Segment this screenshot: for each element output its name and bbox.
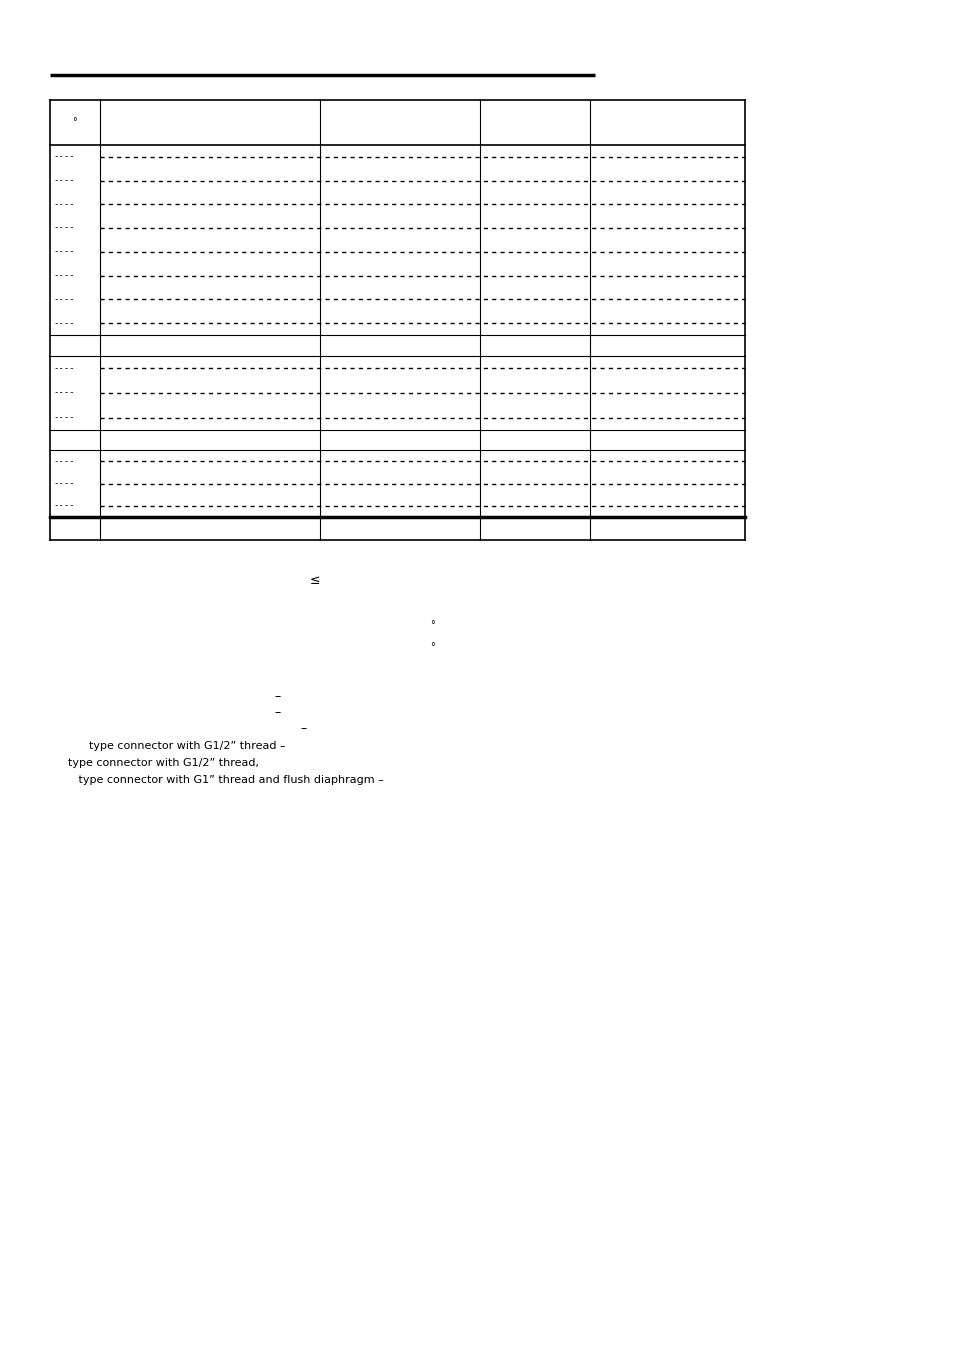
Text: –: – [274,707,280,719]
Text: ----: ---- [53,153,74,161]
Text: type connector with G1/2” thread,: type connector with G1/2” thread, [68,758,258,768]
Text: ----: ---- [53,389,74,398]
Text: type connector with G1” thread and flush diaphragm –: type connector with G1” thread and flush… [75,774,383,785]
Text: –: – [274,691,280,704]
Text: ----: ---- [53,248,74,256]
Text: ----: ---- [53,176,74,185]
Text: ----: ---- [53,223,74,233]
Text: ----: ---- [53,413,74,422]
Text: type connector with G1/2” thread –: type connector with G1/2” thread – [82,741,285,751]
Text: ----: ---- [53,295,74,303]
Text: ----: ---- [53,318,74,328]
Text: ----: ---- [53,479,74,487]
Text: ----: ---- [53,501,74,510]
Text: ----: ---- [53,364,74,372]
Text: ----: ---- [53,271,74,280]
Text: °: ° [430,620,435,630]
Text: ----: ---- [53,200,74,209]
Text: –: – [299,723,306,735]
Text: °: ° [430,642,435,653]
Text: ≤: ≤ [310,574,320,586]
Text: °: ° [72,118,77,127]
Text: ----: ---- [53,456,74,466]
